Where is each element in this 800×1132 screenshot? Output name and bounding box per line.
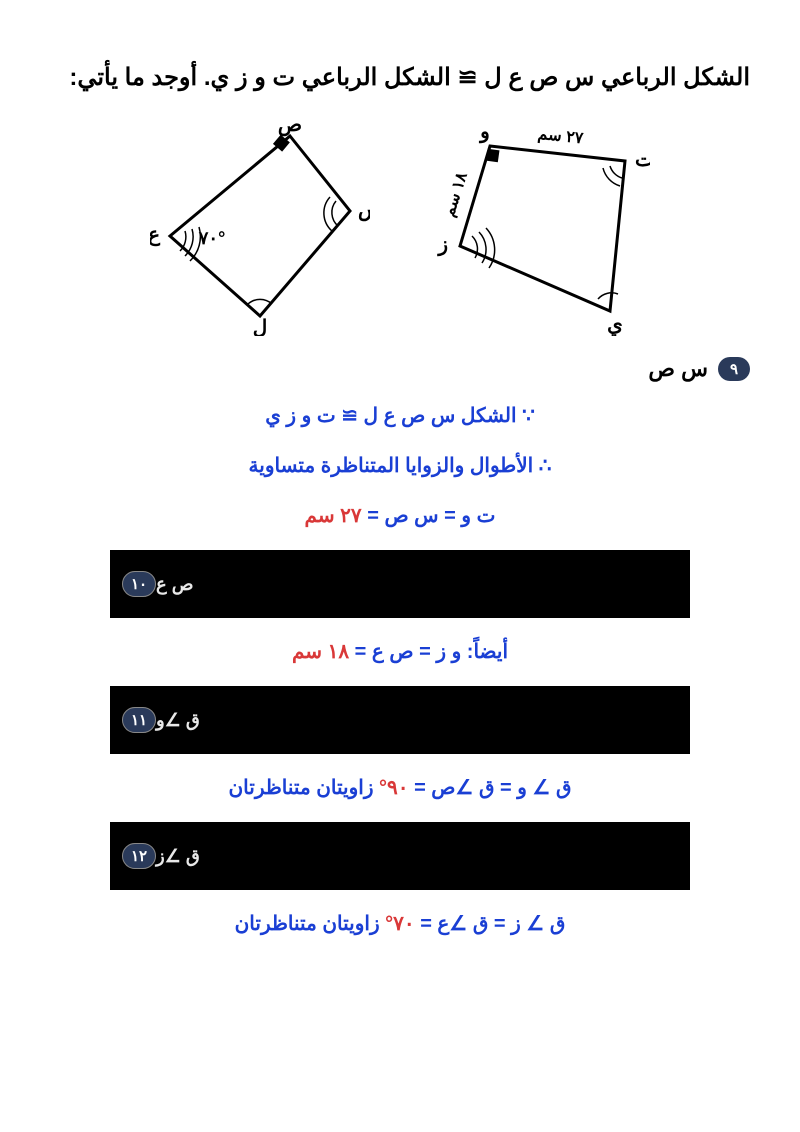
diagrams: ص س ل ع ٧٠° و ت ي ز ٢٧ سم ١ [50,116,750,336]
svg-text:ي: ي [607,314,623,336]
q10-text: ص ع [156,574,194,595]
q11-text: ق ∠و [156,710,200,731]
answer-9-line3: ت و = س ص = ٢٧ سم [50,500,750,532]
svg-text:و: و [478,121,490,144]
badge-10: ١٠ [122,571,156,597]
svg-text:ل: ل [253,317,268,336]
answer-10: أيضاً: و ز = ص ع = ١٨ سم [50,636,750,668]
question-11-box: ق ∠و ١١ [110,686,690,754]
svg-text:٢٧ سم: ٢٧ سم [537,126,585,149]
svg-text:س: س [358,199,370,222]
svg-text:ص: ص [278,116,302,137]
svg-text:١٨ سم: ١٨ سم [441,170,472,219]
svg-text:ز: ز [436,234,448,257]
answer-9-line1: ∵ الشكل س ص ع ل ≅ ت و ز ي [50,400,750,432]
answer-12: ق ∠ ز = ق ∠ع = ٧٠° زاويتان متناظرتان [50,908,750,940]
problem-title: الشكل الرباعي س ص ع ل ≅ الشكل الرباعي ت … [50,60,750,96]
answer-11: ق ∠ و = ق ∠ص = ٩٠° زاويتان متناظرتان [50,772,750,804]
diagram-right: و ت ي ز ٢٧ سم ١٨ سم [430,116,650,336]
question-10-box: ص ع ١٠ [110,550,690,618]
svg-text:٧٠°: ٧٠° [198,228,226,248]
badge-9: ٩ [718,357,750,381]
svg-text:ت: ت [635,149,650,171]
answer-9-line2: ∴ الأطوال والزوايا المتناظرة متساوية [50,450,750,482]
diagram-left: ص س ل ع ٧٠° [150,116,370,336]
q9-text: س ص [648,356,708,382]
question-12-box: ق ∠ز ١٢ [110,822,690,890]
question-9: ٩ س ص [50,356,750,382]
q12-text: ق ∠ز [156,846,200,867]
badge-11: ١١ [122,707,156,733]
badge-12: ١٢ [122,843,156,869]
svg-text:ع: ع [150,224,161,247]
